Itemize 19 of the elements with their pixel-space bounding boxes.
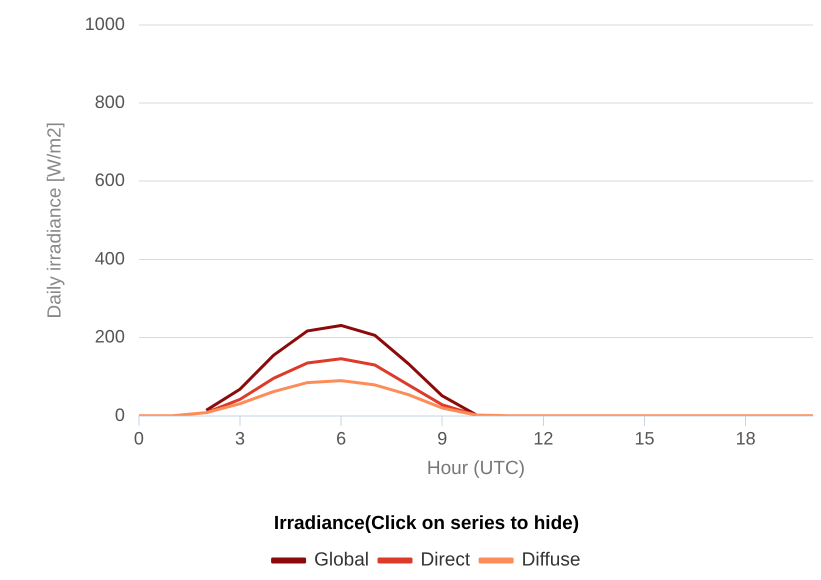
x-tick-label: 9 <box>437 428 448 449</box>
x-tick-label: 0 <box>134 428 144 449</box>
y-tick-label: 200 <box>94 326 125 347</box>
legend-title: Irradiance(Click on series to hide) <box>274 512 580 534</box>
x-tick-label: 3 <box>234 428 245 449</box>
y-axis-title: Daily irradiance [W/m2] <box>44 122 66 318</box>
y-tick-label: 400 <box>94 248 125 268</box>
x-axis-title: Hour (UTC) <box>426 458 526 480</box>
legend-label: Direct <box>420 550 471 571</box>
y-tick-label: 1000 <box>84 14 125 34</box>
legend-label: Global <box>314 550 370 571</box>
y-tick-label: 600 <box>94 170 125 190</box>
y-tick-label: 0 <box>114 404 125 425</box>
y-tick-label: 800 <box>94 92 125 112</box>
x-tick-label: 12 <box>533 428 554 449</box>
x-tick-label: 18 <box>736 428 756 449</box>
x-tick-label: 15 <box>634 428 654 449</box>
x-tick-label: 6 <box>336 428 346 449</box>
legend-label: Diffuse <box>522 550 580 571</box>
